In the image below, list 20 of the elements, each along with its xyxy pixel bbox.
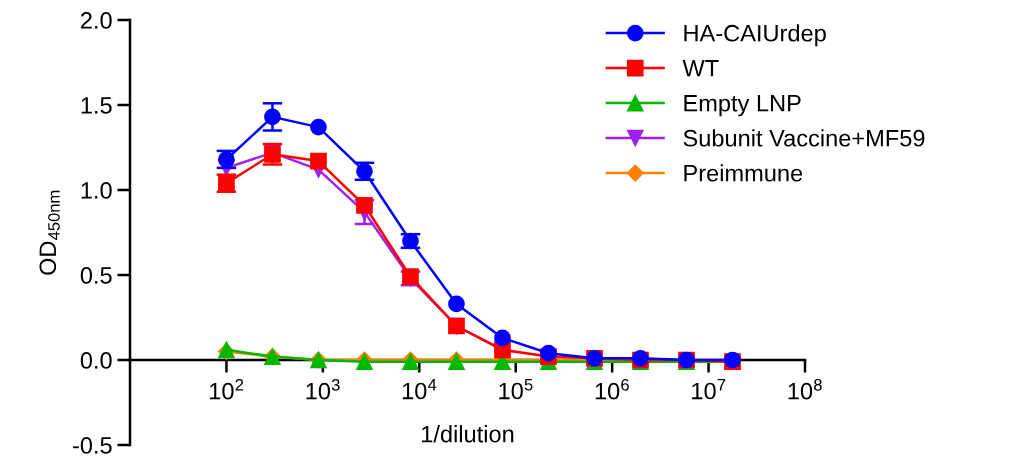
x-tick-label: 10$^{3}$ [306, 379, 340, 400]
x-tick-label: 10$^{4}$ [402, 379, 437, 400]
legend-label: Subunit Vaccine+MF59 [683, 129, 925, 147]
y-tick-label: -0.5 [73, 437, 112, 454]
legend-label: HA-CAIUrdep [684, 24, 826, 47]
y-tick-label: 1.0 [81, 182, 112, 199]
y-tick-label: 0.0 [80, 352, 112, 369]
legend-label: WT [682, 60, 719, 77]
x-tick-label: 10$^{2}$ [210, 379, 244, 400]
x-tick-label: 10$^{8}$ [788, 379, 822, 400]
y-axis-title: OD$_{450nm}$ [39, 190, 60, 275]
y-tick-label: 1.5 [81, 97, 112, 114]
x-tick-label: 10$^{6}$ [595, 379, 629, 400]
x-tick-label: 10$^{5}$ [499, 379, 533, 400]
y-tick-label: 2.0 [81, 12, 112, 29]
y-tick-label: 0.5 [80, 267, 112, 284]
legend-label: Preimmune [684, 164, 803, 182]
x-axis-title: 1/dilution [422, 425, 514, 443]
x-tick-label: 10$^{7}$ [692, 379, 726, 400]
legend-label: Empty LNP [684, 95, 801, 117]
